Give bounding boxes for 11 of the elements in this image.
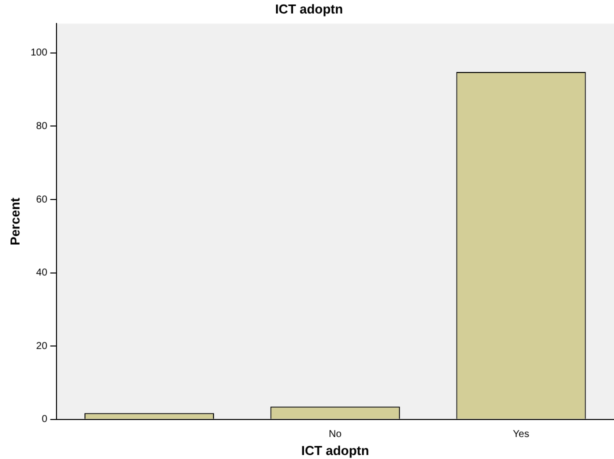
- y-tick-label: 60: [36, 194, 48, 206]
- x-tick-label: Yes: [512, 429, 530, 440]
- y-axis-title: Percent: [7, 196, 22, 246]
- chart-title: ICT adoptn: [275, 1, 343, 16]
- x-axis-title: ICT adoptn: [301, 442, 370, 458]
- y-tick-label: 20: [36, 340, 48, 352]
- x-tick-label: No: [328, 429, 342, 440]
- y-tick-label: 100: [30, 48, 48, 59]
- y-tick-label: 80: [36, 120, 48, 132]
- y-tick-label: 40: [36, 268, 48, 279]
- y-tick-label: 0: [42, 414, 48, 426]
